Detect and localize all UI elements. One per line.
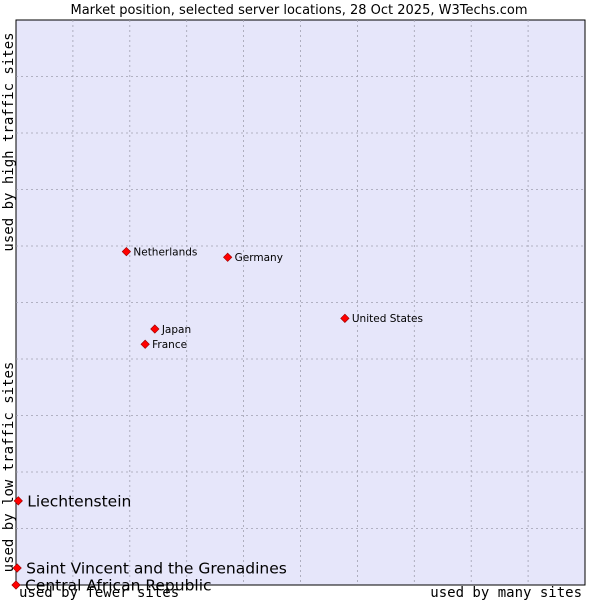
data-point: Liechtenstein <box>13 492 131 510</box>
data-point-label: United States <box>352 313 423 325</box>
y-axis-label-high: used by high traffic sites <box>1 32 17 251</box>
data-point-marker <box>223 252 233 262</box>
data-point-label: Netherlands <box>133 246 197 258</box>
data-point-label: Japan <box>161 324 191 336</box>
data-point-label: Saint Vincent and the Grenadines <box>26 560 287 578</box>
data-point: France <box>140 339 187 351</box>
data-point: Germany <box>223 252 283 264</box>
data-point-marker <box>150 324 160 334</box>
data-point-label: France <box>152 339 187 351</box>
data-point-marker <box>11 580 21 590</box>
data-point-marker <box>13 496 23 506</box>
grid-lines <box>16 20 585 585</box>
data-point-label: Liechtenstein <box>27 492 131 510</box>
data-point-marker <box>140 339 150 349</box>
data-point: Saint Vincent and the Grenadines <box>12 560 287 578</box>
data-point-marker <box>121 247 132 257</box>
data-point-label: Central African Republic <box>25 577 212 595</box>
data-point-label: Germany <box>235 252 283 264</box>
x-axis-label-low: used by fewer sites <box>19 585 179 600</box>
chart-title: Market position, selected server locatio… <box>70 3 527 18</box>
data-point-marker <box>340 313 350 323</box>
data-point-marker <box>12 563 22 573</box>
y-axis-label-low: used by low traffic sites <box>1 362 17 573</box>
data-point: United States <box>340 313 423 325</box>
data-points: Netherlands Germany United States Japan Fran… <box>11 246 423 595</box>
x-axis-label-high: used by many sites <box>430 585 582 600</box>
data-point: Netherlands <box>121 246 197 258</box>
data-point: Central African Republic <box>11 577 212 595</box>
data-point: Japan <box>150 324 191 336</box>
